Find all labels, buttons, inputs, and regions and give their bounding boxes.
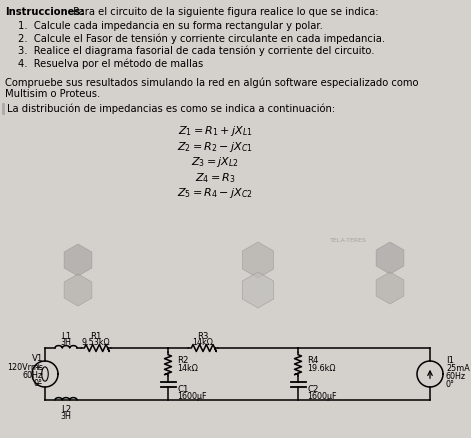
- Polygon shape: [243, 243, 274, 279]
- Text: $Z_1 = R_1 + jX_{L1}$: $Z_1 = R_1 + jX_{L1}$: [178, 124, 252, 138]
- Text: I1: I1: [446, 356, 454, 365]
- Text: Compruebe sus resultados simulando la red en algún software especializado como: Compruebe sus resultados simulando la re…: [5, 77, 419, 87]
- Polygon shape: [64, 244, 92, 276]
- Text: Multisim o Proteus.: Multisim o Proteus.: [5, 88, 100, 99]
- Text: R4: R4: [307, 356, 318, 365]
- Text: Instrucciones:: Instrucciones:: [5, 7, 84, 17]
- Text: −: −: [34, 378, 41, 386]
- Text: 60Hz: 60Hz: [446, 372, 466, 381]
- Text: L2: L2: [61, 404, 71, 413]
- Text: 19.6kΩ: 19.6kΩ: [307, 364, 335, 373]
- Text: 4.  Resuelva por el método de mallas: 4. Resuelva por el método de mallas: [18, 58, 203, 69]
- Text: 3H: 3H: [61, 411, 72, 420]
- Text: 1.  Calcule cada impedancia en su forma rectangular y polar.: 1. Calcule cada impedancia en su forma r…: [18, 21, 323, 31]
- Text: $Z_5 = R_4 - jX_{C2}$: $Z_5 = R_4 - jX_{C2}$: [177, 186, 253, 200]
- Text: 3H: 3H: [61, 337, 72, 346]
- Text: TELA-TERES: TELA-TERES: [330, 237, 367, 243]
- Text: $Z_2 = R_2 - jX_{C1}$: $Z_2 = R_2 - jX_{C1}$: [177, 139, 253, 153]
- Text: R3: R3: [197, 331, 209, 340]
- Text: 14kΩ: 14kΩ: [193, 337, 213, 346]
- Text: 14kΩ: 14kΩ: [177, 364, 198, 373]
- Text: 120Vrms: 120Vrms: [7, 363, 43, 372]
- Polygon shape: [243, 272, 274, 308]
- Text: 1600μF: 1600μF: [177, 391, 206, 400]
- Text: 0°: 0°: [34, 378, 43, 388]
- Text: $Z_4 = R_3$: $Z_4 = R_3$: [195, 170, 236, 184]
- Text: 60Hz: 60Hz: [23, 371, 43, 380]
- Text: L1: L1: [61, 331, 71, 340]
- Text: R1: R1: [90, 331, 102, 340]
- Text: +: +: [34, 362, 41, 371]
- Text: 25mA: 25mA: [446, 364, 470, 373]
- Text: V1: V1: [32, 354, 43, 363]
- Text: La distribución de impedancias es como se indica a continuación:: La distribución de impedancias es como s…: [7, 104, 335, 114]
- Text: C2: C2: [307, 384, 318, 393]
- Text: 9.53kΩ: 9.53kΩ: [81, 337, 110, 346]
- Text: 3.  Realice el diagrama fasorial de cada tensión y corriente del circuito.: 3. Realice el diagrama fasorial de cada …: [18, 46, 374, 56]
- Text: 0°: 0°: [446, 380, 455, 389]
- Text: 2.  Calcule el Fasor de tensión y corriente circulante en cada impedancia.: 2. Calcule el Fasor de tensión y corrien…: [18, 33, 385, 44]
- Polygon shape: [376, 272, 404, 304]
- Text: 1600μF: 1600μF: [307, 391, 336, 400]
- Text: C1: C1: [177, 384, 188, 393]
- Text: $Z_3 = jX_{L2}$: $Z_3 = jX_{L2}$: [191, 155, 239, 169]
- Polygon shape: [64, 274, 92, 306]
- Polygon shape: [376, 243, 404, 274]
- Text: R2: R2: [177, 356, 188, 365]
- Text: Para el circuito de la siguiente figura realice lo que se indica:: Para el circuito de la siguiente figura …: [70, 7, 379, 17]
